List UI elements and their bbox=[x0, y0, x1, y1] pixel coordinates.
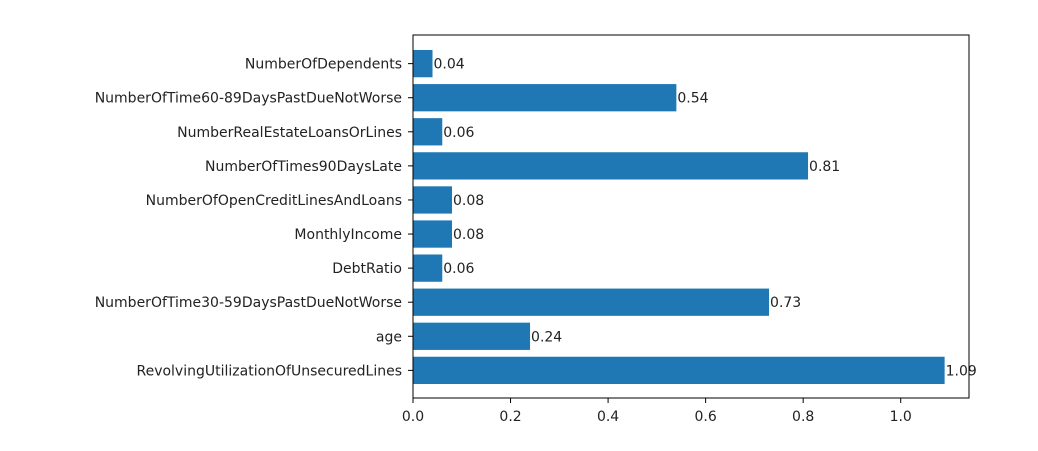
value-label: 0.81 bbox=[809, 159, 840, 175]
x-tick-label: 0.6 bbox=[694, 409, 716, 425]
bar-NumberOfTime60-89DaysPastDueNotWorse bbox=[413, 84, 677, 112]
bar-DebtRatio bbox=[413, 254, 443, 282]
value-label: 1.09 bbox=[946, 363, 977, 379]
value-label: 0.04 bbox=[434, 57, 465, 73]
x-tick-label: 0.0 bbox=[402, 409, 424, 425]
category-label: MonthlyIncome bbox=[294, 227, 402, 243]
value-label: 0.06 bbox=[443, 261, 474, 277]
category-label: DebtRatio bbox=[332, 261, 402, 277]
bar-NumberOfTimes90DaysLate bbox=[413, 152, 809, 180]
category-label: NumberRealEstateLoansOrLines bbox=[177, 125, 402, 141]
category-label: NumberOfTime60-89DaysPastDueNotWorse bbox=[95, 91, 402, 107]
x-tick-label: 0.4 bbox=[597, 409, 619, 425]
bar-NumberRealEstateLoansOrLines bbox=[413, 118, 443, 146]
value-label: 0.24 bbox=[531, 329, 562, 345]
plot-frame bbox=[412, 34, 970, 399]
category-labels-group: RevolvingUtilizationOfUnsecuredLines age N… bbox=[95, 57, 402, 380]
value-label: 0.54 bbox=[677, 91, 708, 107]
value-label: 0.73 bbox=[770, 295, 801, 311]
category-label: NumberOfTimes90DaysLate bbox=[205, 159, 402, 175]
x-tick-label: 0.2 bbox=[499, 409, 521, 425]
value-label: 0.06 bbox=[443, 125, 474, 141]
axes-frame bbox=[412, 34, 970, 399]
value-label: 0.08 bbox=[453, 227, 484, 243]
bars-group bbox=[413, 50, 945, 384]
x-axis-ticks-group: 0.0 0.2 0.4 0.6 0.8 1.0 bbox=[402, 63, 912, 425]
category-label: NumberOfOpenCreditLinesAndLoans bbox=[146, 193, 402, 209]
bar-RevolvingUtilizationOfUnsecuredLines bbox=[413, 356, 945, 384]
category-label: NumberOfDependents bbox=[245, 57, 402, 73]
bar-NumberOfTime30-59DaysPastDueNotWorse bbox=[413, 288, 770, 316]
category-label: age bbox=[376, 329, 402, 345]
bar-MonthlyIncome bbox=[413, 220, 453, 248]
bar-NumberOfDependents bbox=[413, 50, 433, 78]
value-label: 0.08 bbox=[453, 193, 484, 209]
category-label: RevolvingUtilizationOfUnsecuredLines bbox=[136, 363, 402, 379]
bar-age bbox=[413, 322, 531, 350]
x-tick-label: 1.0 bbox=[890, 409, 912, 425]
category-label: NumberOfTime30-59DaysPastDueNotWorse bbox=[95, 295, 402, 311]
x-tick-label: 0.8 bbox=[792, 409, 814, 425]
bar-NumberOfOpenCreditLinesAndLoans bbox=[413, 186, 453, 214]
